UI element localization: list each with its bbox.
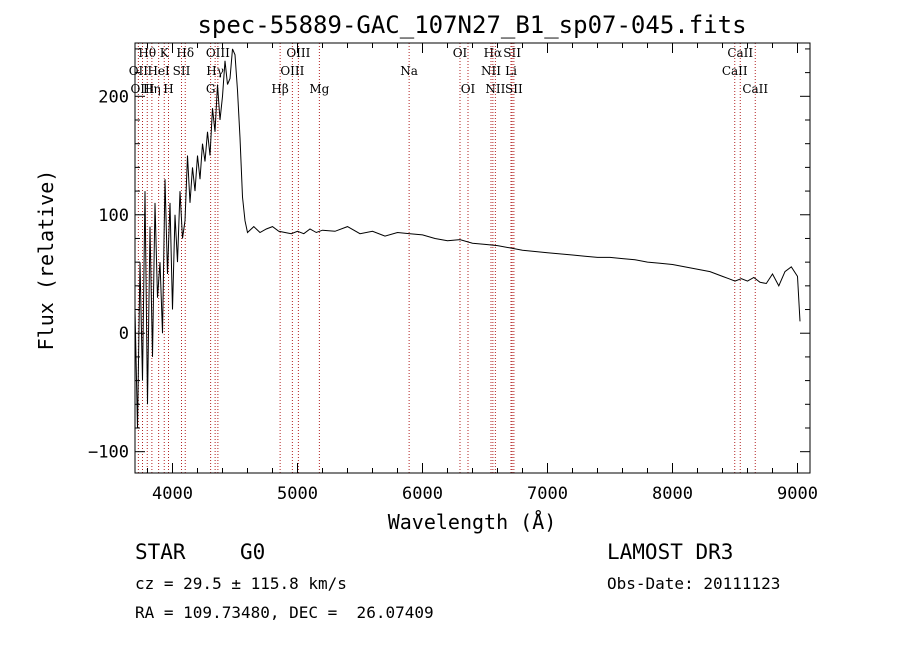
- chart-title: spec-55889-GAC_107N27_B1_sp07-045.fits: [197, 11, 746, 39]
- plot-frame: [134, 42, 811, 474]
- object-class: STAR: [135, 540, 186, 564]
- y-tick-label: 100: [98, 206, 129, 226]
- spectral-line-label: SII: [505, 82, 523, 96]
- spectral-line-label: Li: [505, 64, 517, 78]
- spectral-line-label: OI: [461, 82, 476, 96]
- spectral-line-label: H: [163, 82, 173, 96]
- observation-date: Obs-Date: 20111123: [607, 574, 781, 593]
- spectral-line-label: Hθ: [138, 46, 156, 60]
- series-layer: [134, 48, 801, 429]
- y-tick-label: 0: [119, 324, 129, 344]
- spectral-line-label: OIII: [206, 46, 230, 60]
- survey-name: LAMOST DR3: [607, 540, 734, 564]
- spectrum-line: [134, 48, 801, 429]
- x-tick-label: 5000: [277, 484, 318, 504]
- axes-layer: 4000 5000 6000 7000 8000 9000 −100 0 100 200: [88, 43, 818, 504]
- spectral-line-label: Hγ: [206, 64, 224, 78]
- redshift-cz: cz = 29.5 ± 115.8 km/s: [135, 574, 347, 593]
- spectral-line-label: CaII: [722, 64, 748, 78]
- y-axis-label: Flux (relative): [34, 170, 58, 351]
- spectral-line-label: K: [160, 46, 170, 60]
- spectral-line-label: OI: [453, 46, 468, 60]
- spectral-line-label: Na: [400, 64, 418, 78]
- x-tick-label: 4000: [152, 484, 193, 504]
- y-tick-label: −100: [88, 443, 129, 463]
- spectral-line-label: SII: [503, 46, 521, 60]
- spectral-line-label: Hδ: [176, 46, 194, 60]
- x-tick-label: 6000: [402, 484, 443, 504]
- spectral-line-label: CaII: [742, 82, 768, 96]
- spectral-line-label: OIII: [286, 46, 310, 60]
- y-tick-label: 200: [98, 87, 129, 107]
- spectral-line-label: SII: [173, 64, 191, 78]
- spectral-line-label: Hα: [484, 46, 503, 60]
- spectral-line-label: Hη: [143, 82, 161, 96]
- spectral-line-label: NII: [481, 64, 501, 78]
- spectral-line-label: HeI: [147, 64, 170, 78]
- x-axis-label: Wavelength (Å): [388, 510, 557, 534]
- x-tick-label: 8000: [652, 484, 693, 504]
- x-tick-label: 7000: [527, 484, 568, 504]
- spectral-line-label: CaII: [727, 46, 753, 60]
- spectral-line-label: OIII: [280, 64, 304, 78]
- ra-dec: RA = 109.73480, DEC = 26.07409: [135, 603, 434, 622]
- spectral-line-label: Hβ: [271, 82, 288, 96]
- object-subclass: G0: [240, 540, 266, 564]
- spectral-line-label: G: [206, 82, 216, 96]
- spectral-line-label: NII: [485, 82, 505, 96]
- spectral-line-label: Mg: [309, 82, 329, 96]
- spectral-line-label: OIII: [130, 82, 154, 96]
- x-tick-label: 9000: [777, 484, 818, 504]
- spectral-line-label: OII: [129, 64, 149, 78]
